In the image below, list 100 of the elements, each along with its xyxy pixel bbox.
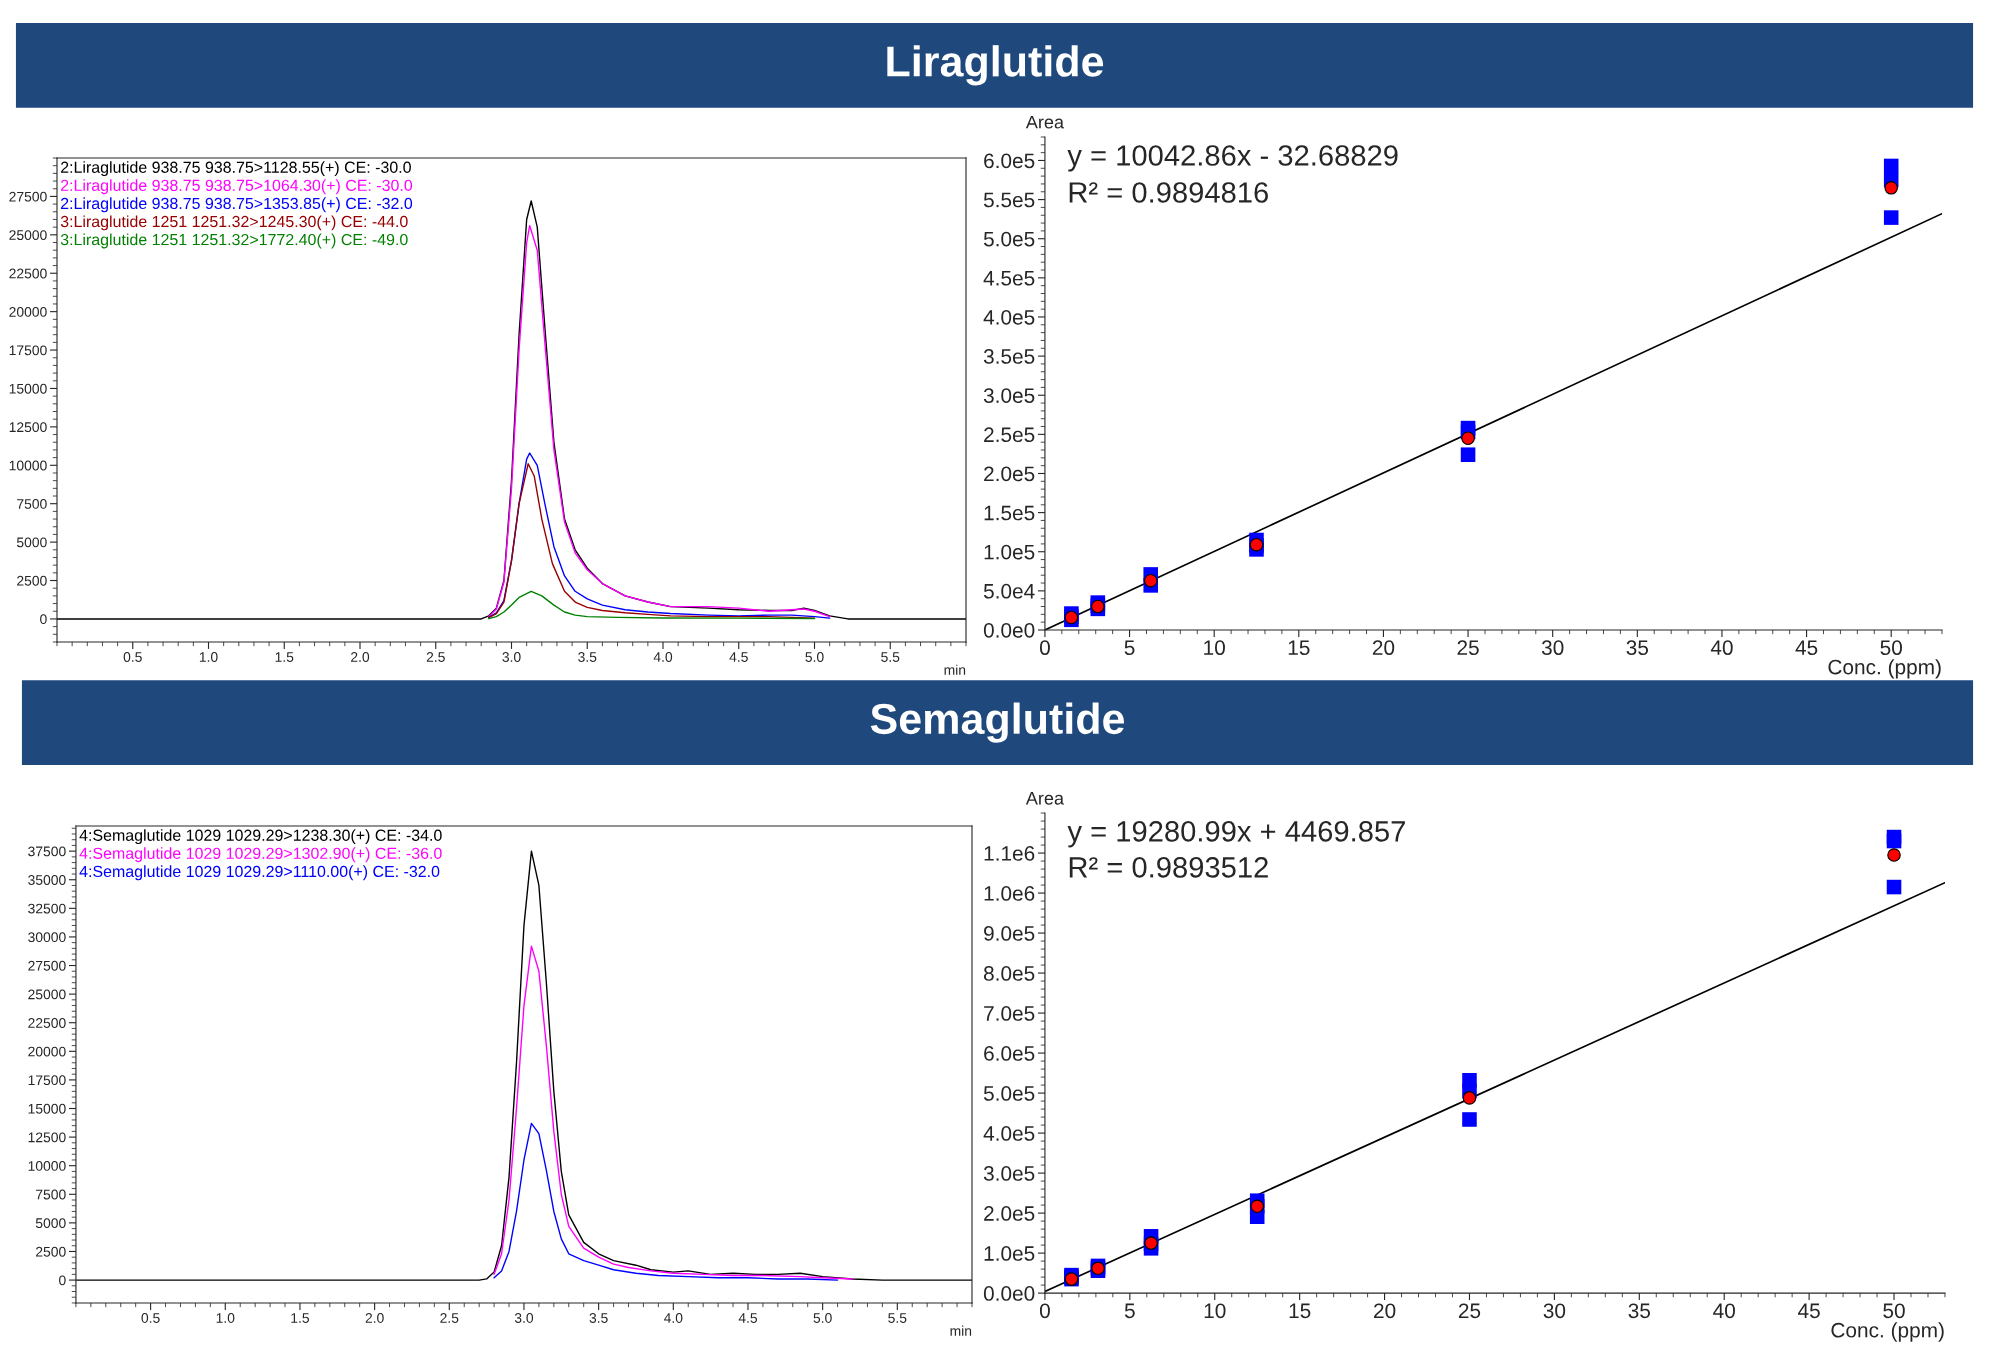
- y-tick-label: 20000: [28, 1046, 66, 1057]
- x-tick-label: 15: [1289, 1303, 1311, 1319]
- x-tick-label: 3.5: [578, 652, 597, 662]
- y-tick-label: 37500: [28, 846, 66, 857]
- x-tick-label: 5.5: [881, 652, 900, 662]
- chart-title: Semaglutide: [870, 702, 1125, 743]
- point: [1462, 1112, 1477, 1127]
- y-tick-label: 5000: [16, 537, 47, 548]
- y-tick-label: 1.1e6: [984, 846, 1035, 861]
- point: [1887, 848, 1901, 862]
- text: 4:Semaglutide 1029 1029.29>1110.00(+) CE: -32.0: [79, 865, 440, 881]
- y-tick-label: 12500: [28, 1132, 66, 1143]
- point: [1886, 829, 1902, 845]
- x-tick-label: 3.0: [514, 1313, 534, 1323]
- x-tick-label: 35: [1626, 640, 1649, 656]
- point: [1886, 879, 1902, 895]
- x-tick-label: 1.0: [199, 652, 218, 662]
- point: [1884, 181, 1898, 195]
- y-tick-label: 10000: [9, 460, 47, 471]
- y-tick-label: 10000: [28, 1161, 66, 1171]
- point: [1143, 573, 1158, 588]
- text: 2:Liraglutide 938.75 938.75>1128.55(+) CE: -30.0: [61, 161, 411, 177]
- y-tick-label: 6.0e5: [984, 1046, 1035, 1061]
- y-tick-label: 7500: [17, 499, 47, 509]
- annotation: y = 19280.99x + 4469.857: [1067, 821, 1405, 848]
- y-tick-label: 0: [40, 614, 47, 625]
- y-tick-label: 5000: [35, 1218, 66, 1229]
- x-tick-label: 45: [1795, 640, 1818, 656]
- y-tick-label: 7.0e5: [984, 1006, 1035, 1021]
- x-tick-label: 4.5: [729, 652, 748, 662]
- y-tick-label: 5.0e5: [983, 1086, 1035, 1101]
- y-tick-label: 27500: [9, 191, 47, 202]
- y-tick-label: 5.0e5: [983, 231, 1035, 247]
- y-tick-label: 1.5e5: [984, 505, 1035, 521]
- x-axis-title: min: [950, 1325, 972, 1336]
- x-tick-label: 1.0: [216, 1313, 235, 1323]
- y-tick-label: 15000: [9, 383, 47, 394]
- x-axis-title: Conc. (ppm): [1828, 659, 1941, 679]
- x-tick-label: 10: [1204, 1303, 1226, 1319]
- y-tick-label: 27500: [28, 960, 66, 971]
- y-axis-title: Area: [1025, 115, 1064, 129]
- point: [1883, 158, 1899, 174]
- point: [1883, 210, 1899, 225]
- y-tick-label: 0.0e0: [983, 1286, 1035, 1301]
- y-tick-label: 2500: [36, 1246, 66, 1257]
- x-tick-label: 25: [1458, 1303, 1481, 1319]
- y-tick-label: 17500: [9, 345, 47, 356]
- x-tick-label: 30: [1541, 640, 1564, 656]
- y-tick-label: 30000: [28, 932, 66, 943]
- y-tick-label: 12500: [9, 422, 47, 433]
- y-tick-label: 20000: [9, 306, 47, 317]
- point: [1461, 431, 1475, 446]
- y-tick-label: 3.0e5: [983, 388, 1035, 403]
- y-tick-label: 2.5e5: [984, 427, 1035, 443]
- y-tick-label: 2.0e5: [984, 1206, 1035, 1221]
- text: 3:Liraglutide 1251 1251.32>1772.40(+) CE: -49.0: [60, 233, 408, 249]
- y-tick-label: 17500: [28, 1075, 66, 1086]
- y-axis-title: Area: [1025, 792, 1064, 805]
- point: [1462, 1073, 1477, 1088]
- y-tick-label: 1.0e5: [984, 1246, 1035, 1261]
- x-tick-label: 20: [1374, 1303, 1396, 1319]
- annotation: R² = 0.9893512: [1069, 857, 1268, 878]
- x-tick-label: 40: [1713, 1303, 1735, 1319]
- x-tick-label: 1.5: [291, 1313, 310, 1323]
- y-tick-label: 4.0e5: [983, 1126, 1035, 1141]
- annotation: y = 10042.86x - 32.68829: [1067, 145, 1398, 172]
- y-tick-label: 0: [59, 1275, 66, 1286]
- x-tick-label: 50: [1883, 1303, 1905, 1319]
- y-tick-label: 5.5e5: [983, 192, 1035, 208]
- point: [1462, 1091, 1477, 1105]
- y-tick-label: 25000: [28, 989, 66, 1000]
- x-tick-label: 4.0: [663, 1313, 683, 1323]
- y-tick-label: 2500: [17, 575, 47, 586]
- x-tick-label: 5: [1124, 1303, 1135, 1319]
- x-tick-label: 15: [1288, 640, 1310, 656]
- line-series: [493, 945, 854, 1280]
- x-tick-label: 5: [1124, 640, 1135, 656]
- y-tick-label: 0.0e0: [983, 622, 1035, 638]
- y-tick-label: 1.0e6: [984, 886, 1035, 901]
- annotation: R² = 0.9894816: [1069, 182, 1268, 203]
- x-tick-label: 0: [1039, 640, 1050, 656]
- y-tick-label: 4.5e5: [983, 271, 1035, 286]
- y-tick-label: 22500: [28, 1018, 66, 1028]
- x-tick-label: 2.0: [351, 652, 370, 662]
- x-tick-label: 30: [1543, 1303, 1566, 1319]
- x-tick-label: 10: [1204, 640, 1225, 656]
- text: 3:Liraglutide 1251 1251.32>1245.30(+) CE: -44.0: [60, 215, 408, 231]
- x-tick-label: 1.5: [275, 652, 294, 662]
- y-tick-label: 15000: [28, 1103, 66, 1114]
- x-tick-label: 3.0: [502, 652, 521, 662]
- x-tick-label: 0.5: [141, 1313, 160, 1323]
- x-tick-label: 2.0: [365, 1313, 384, 1323]
- x-tick-label: 0: [1039, 1303, 1050, 1319]
- x-tick-label: 2.5: [426, 652, 445, 662]
- y-tick-label: 8.0e5: [983, 966, 1035, 981]
- x-tick-label: 0.5: [123, 652, 142, 662]
- x-tick-label: 45: [1798, 1303, 1820, 1319]
- point: [1460, 447, 1476, 462]
- text: 4:Semaglutide 1029 1029.29>1302.90(+) CE: -36.0: [79, 847, 442, 863]
- x-tick-label: 35: [1628, 1303, 1651, 1319]
